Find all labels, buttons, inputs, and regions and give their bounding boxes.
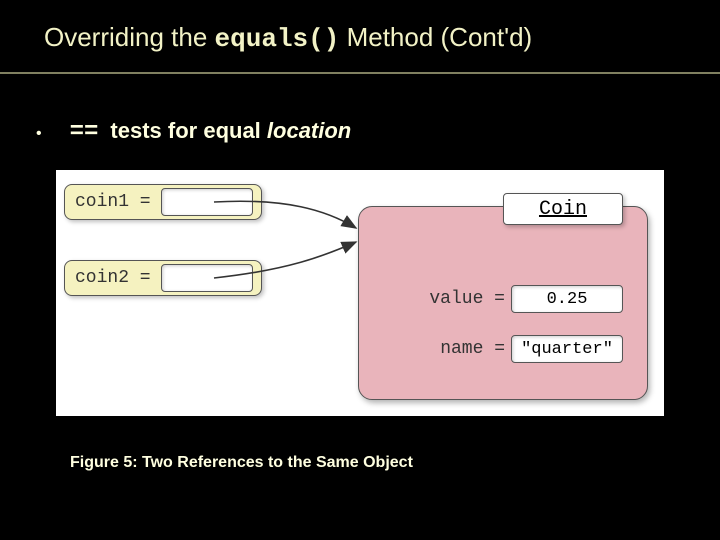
object-class-label: Coin [503,193,623,225]
field-value-row: value = 0.25 [393,285,623,313]
title-code: equals() [215,24,340,54]
bullet-text-italic: location [267,118,351,143]
field-name-label: name = [393,339,511,359]
title-pre: Overriding the [44,22,215,52]
bullet-marker: • [36,125,42,143]
bullet-1: • == tests for equal location [36,118,351,146]
var-coin2-slot [161,264,253,292]
figure-area: coin1 = coin2 = Coin value = 0.25 name =… [56,170,664,416]
title-post: Method (Cont'd) [339,22,532,52]
field-value-label: value = [393,289,511,309]
field-value-value: 0.25 [511,285,623,313]
bullet-text-lead: tests for equal [110,118,266,143]
object-coin: Coin value = 0.25 name = "quarter" [358,206,648,400]
var-coin2-label: coin2 = [65,268,161,288]
title-rule [0,72,720,74]
field-name-row: name = "quarter" [393,335,623,363]
var-coin1-box: coin1 = [64,184,262,220]
slide-title: Overriding the equals() Method (Cont'd) [44,22,532,54]
figure-caption: Figure 5: Two References to the Same Obj… [70,454,413,472]
var-coin2-box: coin2 = [64,260,262,296]
bullet-operator: == [70,119,99,146]
field-name-value: "quarter" [511,335,623,363]
var-coin1-label: coin1 = [65,192,161,212]
bullet-text: tests for equal location [110,118,351,144]
var-coin1-slot [161,188,253,216]
